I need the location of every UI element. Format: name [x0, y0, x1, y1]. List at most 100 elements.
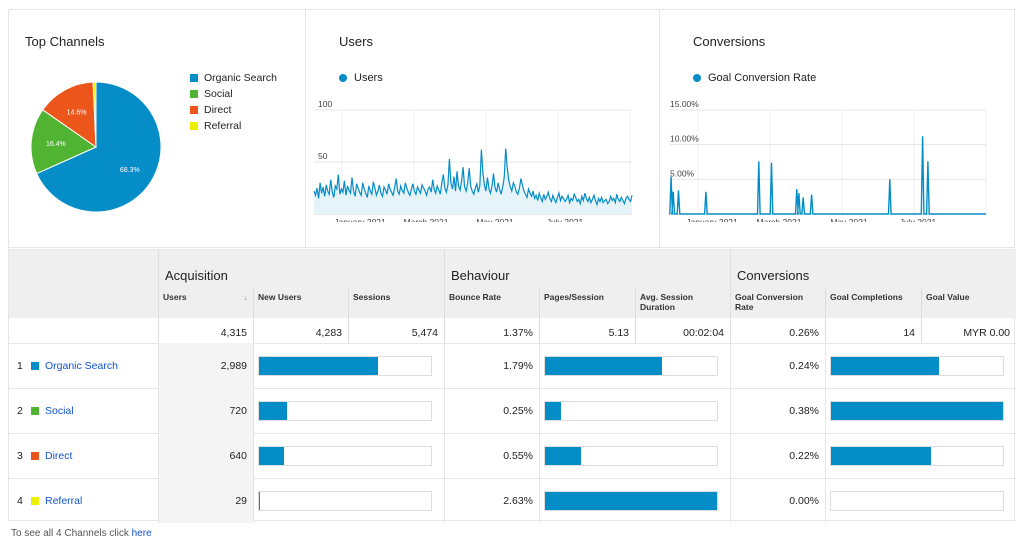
header-pages-session-label: Pages/Session	[544, 292, 605, 302]
conversions-legend-dot	[693, 74, 701, 82]
channel-color-swatch	[31, 406, 39, 415]
users-series-line[interactable]	[313, 148, 633, 207]
users-bar	[253, 478, 444, 523]
cell-goal-conversion-rate: 0.24%	[730, 343, 825, 388]
conversion-rate-bar	[825, 478, 1016, 523]
legend-label: Referral	[204, 120, 242, 132]
table-row-channel: 4 Referral	[9, 478, 158, 523]
header-new-users[interactable]: New Users	[253, 288, 348, 318]
header-sessions-label: Sessions	[353, 292, 391, 302]
table-row-channel: 2 Social	[9, 388, 158, 433]
bar-fill	[259, 447, 285, 465]
header-bounce-rate-label: Bounce Rate	[449, 292, 501, 302]
x-tick-label: January 2021	[686, 217, 738, 222]
total-goal-conversion-rate: 0.26%	[730, 318, 825, 343]
cell-users: 720	[158, 388, 253, 433]
pie-slice-referral[interactable]	[92, 81, 97, 148]
row-divider	[9, 433, 1016, 434]
total-users: 4,315	[158, 318, 253, 343]
conversion-series-line[interactable]	[669, 136, 986, 215]
header-pages-session[interactable]: Pages/Session	[539, 288, 635, 318]
header-bounce-rate[interactable]: Bounce Rate	[444, 288, 539, 318]
bounce-rate-bar	[539, 433, 730, 478]
cell-users: 2,989	[158, 343, 253, 388]
pie-legend-item: Social	[190, 86, 277, 102]
users-bar	[253, 343, 444, 388]
bar-track	[258, 446, 432, 466]
bar-track	[830, 491, 1004, 511]
conversions-panel: Conversions Goal Conversion Rate 15.00% 1…	[660, 9, 1015, 248]
conversions-line-chart[interactable]: 15.00% 10.00% 5.00% January 2021 March 2021 M…	[660, 92, 1013, 222]
total-new-users: 4,283	[253, 318, 348, 343]
bar-fill	[545, 492, 717, 510]
bar-fill	[545, 357, 662, 375]
bar-track	[544, 356, 718, 376]
header-sessions[interactable]: Sessions	[348, 288, 444, 318]
legend-label: Organic Search	[204, 72, 277, 84]
channel-link-referral[interactable]: Referral	[45, 494, 83, 507]
users-area-fill	[314, 148, 632, 214]
pie-legend-item: Referral	[190, 118, 277, 134]
header-avg-session-duration-label: Avg. Session Duration	[640, 292, 694, 312]
total-goal-value: MYR 0.00	[921, 318, 1016, 343]
channel-color-swatch	[31, 451, 39, 460]
bar-fill	[545, 447, 582, 465]
bar-track	[258, 491, 432, 511]
channel-link-social[interactable]: Social	[45, 404, 74, 417]
x-tick-label: July 2021	[900, 217, 937, 222]
bar-track	[544, 401, 718, 421]
header-goal-completions-label: Goal Completions	[830, 292, 903, 302]
cell-goal-conversion-rate: 0.38%	[730, 388, 825, 433]
users-legend: Users	[339, 72, 383, 84]
header-goal-conversion-rate[interactable]: Goal Conversion Rate	[730, 288, 825, 318]
channel-link-direct[interactable]: Direct	[45, 449, 73, 462]
footer-text: To see all 4 Channels click	[11, 528, 132, 537]
total-goal-completions: 14	[825, 318, 921, 343]
channel-link-organic-search[interactable]: Organic Search	[45, 359, 118, 372]
header-goal-value[interactable]: Goal Value	[921, 288, 1016, 318]
conversions-legend: Goal Conversion Rate	[693, 72, 816, 84]
y-tick-label: 10.00%	[670, 134, 699, 144]
y-tick-label: 100	[318, 99, 332, 109]
group-conversions: Conversions	[730, 250, 1016, 288]
users-line-chart[interactable]: 100 50 January 2021 March 2021 May 2021 July …	[306, 92, 658, 222]
bar-track	[544, 491, 718, 511]
row-divider	[9, 343, 1016, 344]
footer-here-link[interactable]: here	[131, 528, 152, 537]
row-index: 3	[17, 449, 23, 462]
channel-color-swatch	[31, 496, 39, 505]
header-avg-session-duration[interactable]: Avg. Session Duration	[635, 288, 730, 318]
total-bounce-rate: 1.37%	[444, 318, 539, 343]
cell-users: 29	[158, 478, 253, 523]
cell-goal-conversion-rate: 0.00%	[730, 478, 825, 523]
table-corner	[9, 250, 158, 288]
x-tick-label: March 2021	[404, 217, 449, 222]
header-users[interactable]: Users ↓	[158, 288, 253, 318]
group-acquisition: Acquisition	[158, 250, 444, 288]
channels-table: Acquisition Behaviour Conversions Users …	[8, 249, 1016, 523]
footer-note: To see all 4 Channels click here	[11, 528, 152, 537]
users-bar	[253, 433, 444, 478]
users-panel: Users Users 100 50 January 2021 March 2021 M…	[306, 9, 660, 248]
x-tick-label: March 2021	[757, 217, 802, 222]
users-title: Users	[339, 34, 373, 49]
pie-slice-organic-search[interactable]	[36, 81, 162, 213]
cell-bounce-rate: 0.25%	[444, 388, 539, 433]
table-row-channel: 1 Organic Search	[9, 343, 158, 388]
header-users-label: Users	[163, 292, 187, 302]
total-sessions: 5,474	[348, 318, 444, 343]
conversions-title: Conversions	[693, 34, 766, 49]
header-goal-conversion-rate-label: Goal Conversion Rate	[735, 292, 804, 312]
header-goal-completions[interactable]: Goal Completions	[825, 288, 921, 318]
legend-label: Direct	[204, 104, 232, 116]
pie-slice-direct[interactable]	[42, 81, 97, 148]
x-tick-label: July 2021	[547, 217, 584, 222]
top-channels-pie-chart[interactable]: 68.3% 16.4% 14.6%	[21, 72, 171, 222]
header-goal-value-label: Goal Value	[926, 292, 970, 302]
pie-slice-social[interactable]	[30, 109, 98, 175]
conversions-legend-label: Goal Conversion Rate	[708, 72, 817, 84]
table-row-channel: 3 Direct	[9, 433, 158, 478]
sort-arrow-icon[interactable]: ↓	[243, 292, 249, 302]
bounce-rate-bar	[539, 388, 730, 433]
header-new-users-label: New Users	[258, 292, 302, 302]
